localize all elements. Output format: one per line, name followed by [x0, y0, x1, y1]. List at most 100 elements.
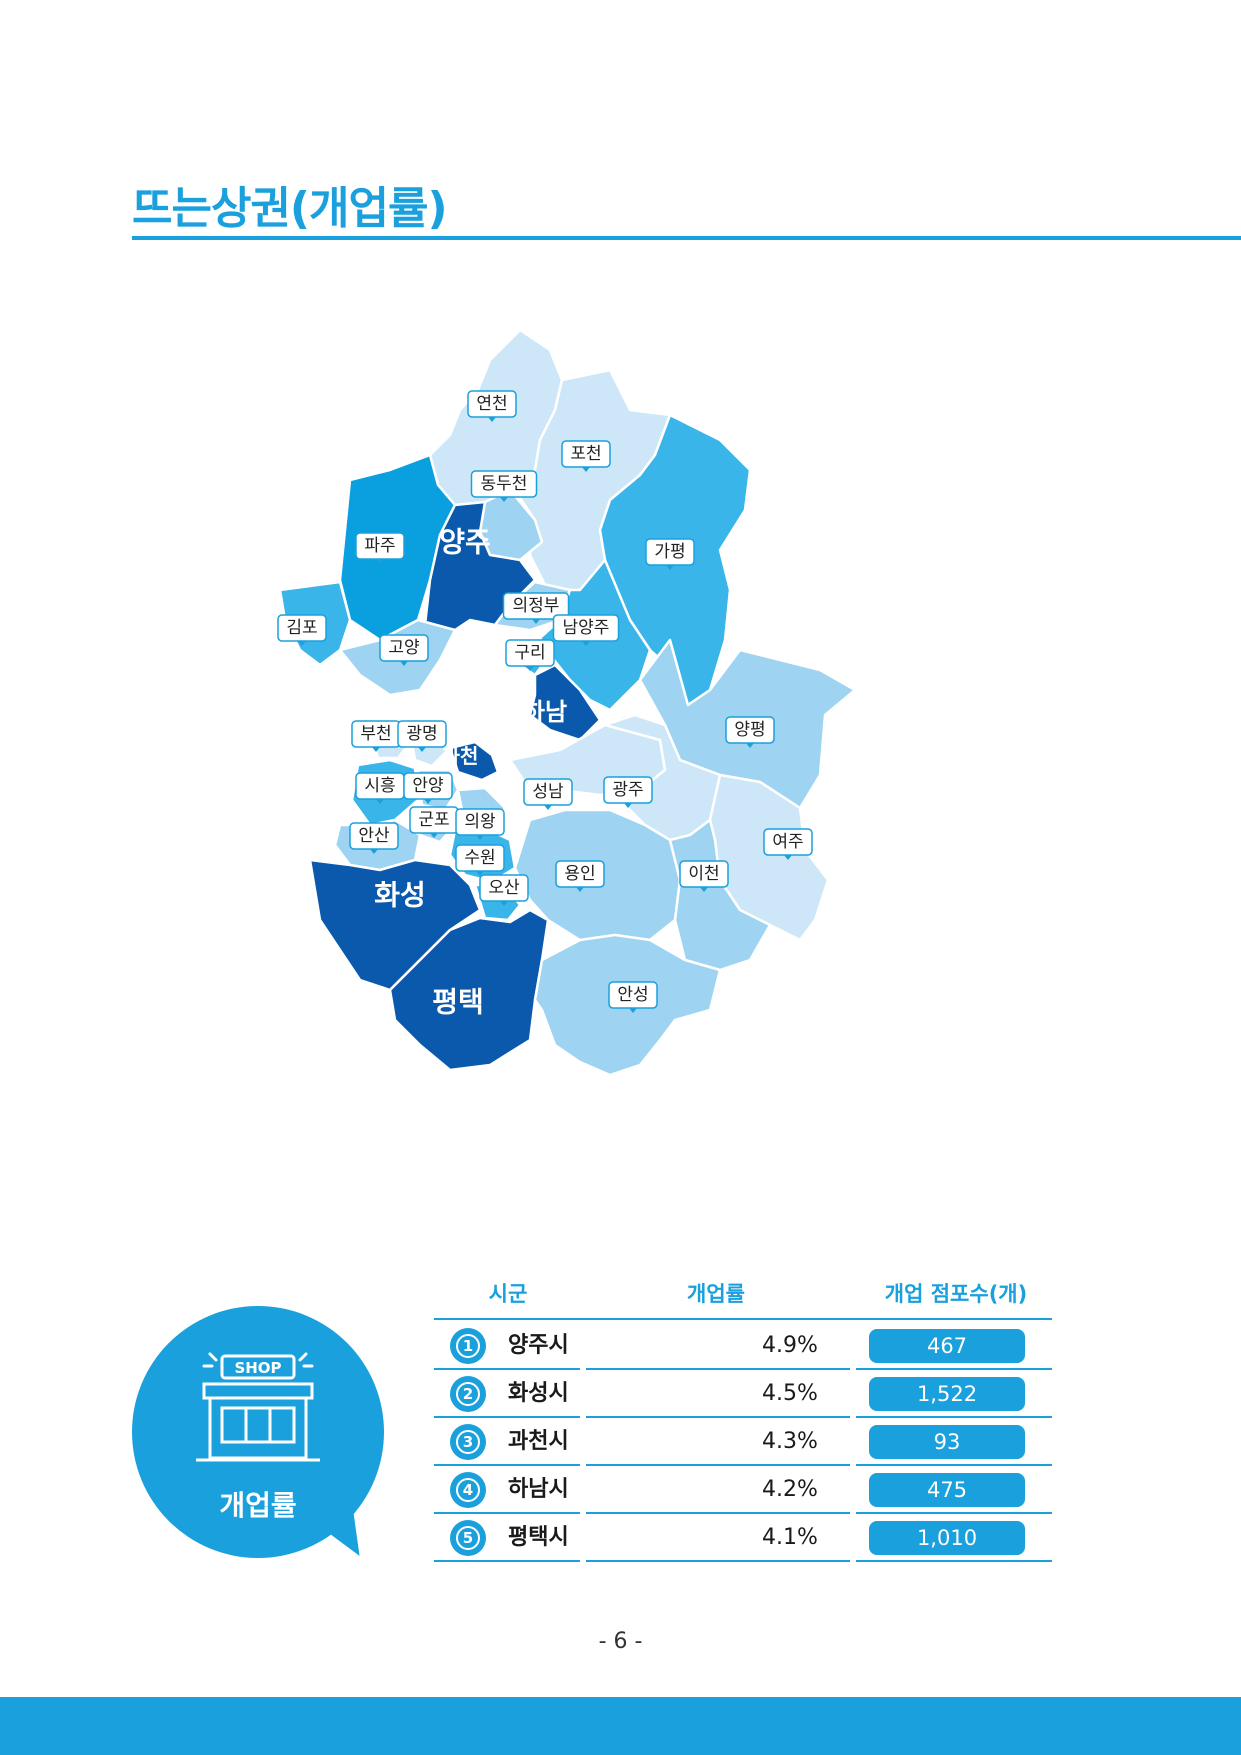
rank-number: 3	[456, 1430, 480, 1454]
region-label-text: 평택	[432, 986, 484, 1019]
header-city: 시군	[488, 1282, 528, 1306]
region-label-pointer	[400, 661, 408, 666]
row-rule	[434, 1560, 580, 1562]
region-label-text: 가평	[654, 542, 685, 562]
region-label-pointer	[576, 887, 584, 892]
row-rule	[586, 1368, 850, 1370]
region-label: 가평	[645, 538, 695, 570]
region-label: 김포	[277, 614, 327, 646]
gyeonggi-choropleth-map: 연천 포천 동두천 가평 파주 양주 김포 고양 의정부 남양주 구리 하남 양평 부천 광명 과천 시흥 안양 성…	[277, 320, 980, 1220]
region-label: 안양	[403, 772, 453, 804]
title-divider	[132, 236, 1241, 240]
region-label-pointer	[376, 559, 384, 564]
table-row: 5 평택시 4.1% 1,010	[434, 1514, 1052, 1562]
region-label-text: 용인	[564, 864, 595, 884]
footer-band	[0, 1697, 1241, 1755]
region-label: 광명	[397, 720, 447, 752]
table-header: 시군 개업률 개업 점포수(개)	[434, 1278, 1052, 1312]
region-label: 시흥	[355, 772, 405, 804]
city-name: 하남시	[508, 1477, 569, 1502]
shop-icon: SHOP	[196, 1352, 320, 1462]
region-label: 오산	[479, 874, 529, 906]
region-label: 동두천	[470, 470, 538, 502]
rank-badge: 2	[450, 1376, 486, 1412]
rank-badge: 4	[450, 1472, 486, 1508]
region-label-text: 하남	[523, 698, 567, 726]
region-label: 의왕	[455, 808, 505, 840]
row-rule	[856, 1512, 1052, 1514]
region-label: 구리	[505, 639, 555, 671]
table-row: 1 양주시 4.9% 467	[434, 1322, 1052, 1370]
page-title: 뜨는상권(개업률)	[132, 183, 448, 234]
region-label: 여주	[763, 828, 813, 860]
opening-count-pill: 1,010	[869, 1521, 1025, 1555]
row-rule	[856, 1464, 1052, 1466]
region-label-text: 군포	[418, 810, 449, 830]
region-label-pointer	[784, 855, 792, 860]
shop-sign-text: SHOP	[234, 1359, 281, 1377]
region-label-text: 성남	[532, 782, 564, 802]
opening-rate: 4.3%	[762, 1429, 818, 1454]
region-label-pointer	[476, 835, 484, 840]
row-rule	[434, 1512, 580, 1514]
region-label-text: 파주	[364, 536, 395, 556]
region-label-text: 의왕	[464, 812, 495, 832]
region-label: 남양주	[552, 614, 620, 646]
region-label: 광주	[603, 776, 653, 808]
region-label: 군포	[409, 806, 459, 838]
rank-number: 5	[456, 1526, 480, 1550]
region-label: 평택	[432, 986, 484, 1019]
region-label-text: 안산	[358, 826, 390, 846]
region-label-pointer	[544, 805, 552, 810]
rank-number: 1	[456, 1334, 480, 1358]
region-label-pointer	[376, 799, 384, 804]
opening-count-pill: 93	[869, 1425, 1025, 1459]
region-label: 연천	[467, 390, 517, 422]
bubble-label: 개업률	[219, 1489, 297, 1522]
region-label-text: 포천	[570, 444, 601, 464]
region-label-text: 구리	[514, 643, 545, 663]
region-label: 부천	[351, 720, 401, 752]
region-label: 의정부	[502, 592, 570, 624]
region-label: 고양	[379, 634, 429, 666]
map-region	[668, 818, 772, 972]
region-label-pointer	[488, 417, 496, 422]
rank-badge: 3	[450, 1424, 486, 1460]
row-rule	[856, 1368, 1052, 1370]
region-label: 화성	[374, 879, 426, 912]
city-name: 양주시	[508, 1333, 569, 1358]
region-label-pointer	[424, 799, 432, 804]
opening-rate: 4.1%	[762, 1525, 818, 1550]
region-label: 안성	[608, 981, 658, 1013]
region-label: 과천	[442, 744, 479, 768]
region-label-pointer	[476, 871, 484, 876]
region-label: 용인	[555, 860, 605, 892]
row-rule	[586, 1416, 850, 1418]
region-label: 성남	[523, 778, 573, 810]
map-region	[448, 740, 500, 782]
region-label-text: 광명	[406, 724, 437, 744]
table-row: 3 과천시 4.3% 93	[434, 1418, 1052, 1466]
region-label-pointer	[418, 747, 426, 752]
region-label-pointer	[526, 666, 534, 671]
region-label-pointer	[624, 803, 632, 808]
speech-bubble	[132, 1306, 384, 1558]
opening-rate: 4.9%	[762, 1333, 818, 1358]
region-label: 안산	[349, 822, 399, 854]
region-label-pointer	[582, 641, 590, 646]
region-label-text: 동두천	[481, 474, 528, 494]
region-label-text: 이천	[688, 864, 719, 884]
region-label-text: 양평	[734, 720, 765, 740]
opening-rate: 4.2%	[762, 1477, 818, 1502]
opening-count-pill: 1,522	[869, 1377, 1025, 1411]
header-rate: 개업률	[687, 1282, 745, 1306]
region-label-text: 오산	[488, 878, 520, 898]
region-label-pointer	[629, 1008, 637, 1013]
city-name: 과천시	[508, 1429, 569, 1454]
row-rule	[586, 1512, 850, 1514]
row-rule	[586, 1560, 850, 1562]
region-label-pointer	[700, 887, 708, 892]
row-rule	[856, 1416, 1052, 1418]
region-label-text: 고양	[388, 638, 419, 658]
city-name: 화성시	[508, 1381, 569, 1406]
